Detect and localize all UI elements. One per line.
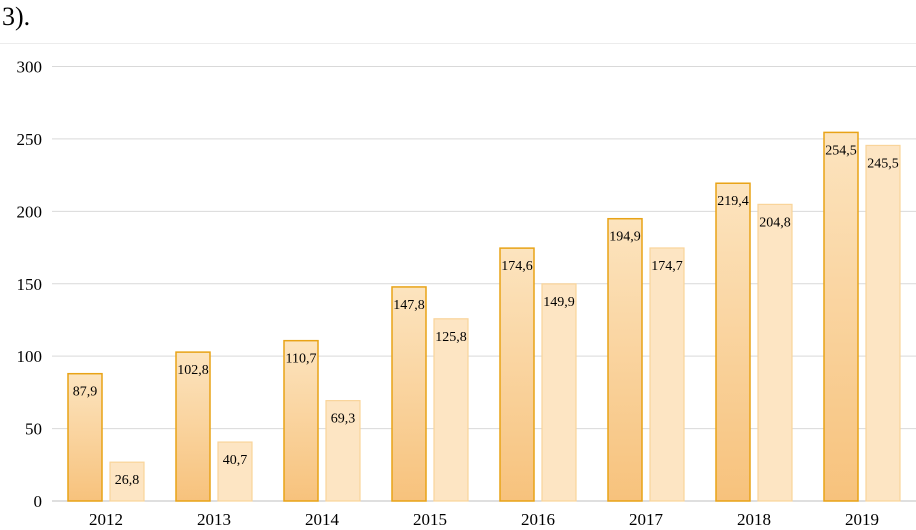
data-label-series2-2012: 26,8 xyxy=(115,473,140,488)
x-tick-label-2012: 2012 xyxy=(89,510,123,529)
x-tick-label-2014: 2014 xyxy=(305,510,340,529)
data-label-series2-2019: 245,5 xyxy=(867,156,899,171)
data-label-series1-2014: 110,7 xyxy=(286,352,317,367)
x-tick-label-2015: 2015 xyxy=(413,510,447,529)
data-label-series1-2018: 219,4 xyxy=(717,194,749,209)
x-tick-label-2018: 2018 xyxy=(737,510,771,529)
y-tick-label: 100 xyxy=(17,347,43,366)
data-label-series2-2014: 69,3 xyxy=(331,412,356,427)
bar-series2-2018 xyxy=(757,203,793,502)
x-tick-label-2019: 2019 xyxy=(845,510,879,529)
y-tick-label: 50 xyxy=(25,420,42,439)
data-label-series1-2016: 174,6 xyxy=(501,259,533,274)
data-label-series2-2016: 149,9 xyxy=(543,295,575,310)
data-label-series2-2018: 204,8 xyxy=(759,215,791,230)
bar-series1-2015 xyxy=(391,286,427,502)
bar-series2-2013 xyxy=(217,441,253,502)
bars: 87,9 26,8 102,8 40,7 110,7 69,3 147,8 125,8 174,… xyxy=(67,131,901,502)
data-label-series1-2015: 147,8 xyxy=(393,298,425,313)
data-label-series2-2013: 40,7 xyxy=(223,453,248,468)
data-label-series2-2017: 174,7 xyxy=(651,259,683,274)
bar-series1-2019 xyxy=(823,131,859,502)
bar-series1-2018 xyxy=(715,182,751,502)
y-tick-label: 300 xyxy=(17,58,43,77)
bar-series1-2017 xyxy=(607,217,643,502)
y-tick-label: 250 xyxy=(17,130,43,149)
bar-series1-2014 xyxy=(283,339,319,502)
data-label-series1-2012: 87,9 xyxy=(73,385,98,400)
bar-series1-2012 xyxy=(67,372,103,502)
bar-series2-2012 xyxy=(109,461,145,502)
bar-series2-2017 xyxy=(649,247,685,502)
x-tick-label-2013: 2013 xyxy=(197,510,231,529)
y-axis: 0 50 100 150 200 250 300 xyxy=(17,58,43,512)
x-tick-label-2017: 2017 xyxy=(629,510,664,529)
bar-series2-2019 xyxy=(865,144,901,502)
header-text: 3). xyxy=(2,2,31,31)
bar-series2-2014 xyxy=(325,400,361,502)
data-label-series1-2017: 194,9 xyxy=(609,230,641,245)
data-label-series1-2013: 102,8 xyxy=(177,363,209,378)
x-tick-label-2016: 2016 xyxy=(521,510,555,529)
data-label-series1-2019: 254,5 xyxy=(825,143,857,158)
bar-series2-2016 xyxy=(541,283,577,502)
y-tick-label: 150 xyxy=(17,275,43,294)
bar-series1-2016 xyxy=(499,247,535,502)
y-tick-label: 200 xyxy=(17,202,43,221)
x-axis: 2012 2013 2014 2015 2016 2017 2018 2019 xyxy=(89,510,879,529)
top-divider xyxy=(0,43,916,44)
data-label-series2-2015: 125,8 xyxy=(435,330,467,345)
bar-series2-2015 xyxy=(433,318,469,502)
y-tick-label: 0 xyxy=(34,492,43,511)
bar-series1-2013 xyxy=(175,351,211,502)
